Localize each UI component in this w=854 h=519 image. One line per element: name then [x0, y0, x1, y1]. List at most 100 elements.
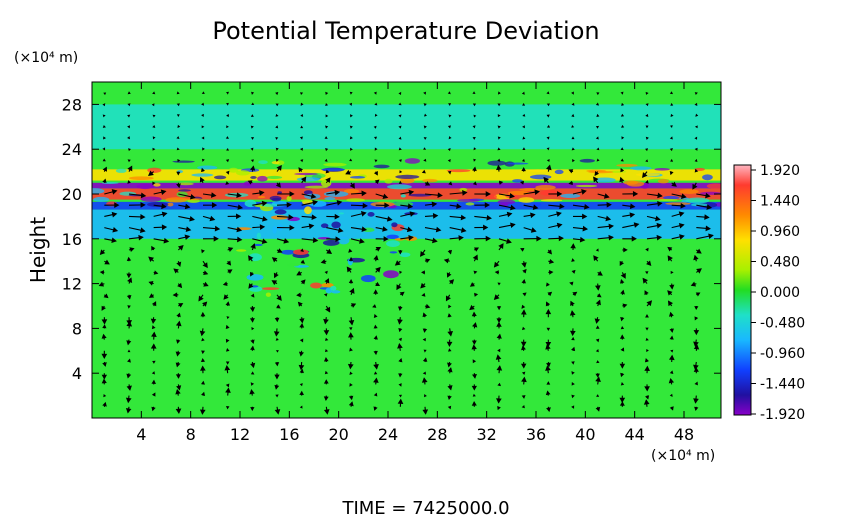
wind-vector-head — [497, 103, 501, 107]
wind-vector-head — [522, 147, 526, 150]
wind-vector-head — [374, 147, 378, 151]
wind-vector-head — [201, 249, 205, 254]
wind-vector-head — [151, 406, 156, 412]
wind-vector-head — [595, 349, 599, 353]
wind-vector-head — [472, 166, 477, 172]
wind-vector-head — [300, 176, 307, 183]
wind-vector-head — [448, 304, 452, 309]
wind-vector-head — [596, 360, 600, 364]
anomaly-blob — [383, 270, 399, 279]
colorbar-ticks: 1.920 1.440 0.960 0.480 0.000 -0.480 -0.960 -1.… — [751, 163, 805, 423]
anomaly-blob — [248, 253, 262, 262]
wind-vector-head — [694, 136, 698, 140]
wind-vector-head — [273, 331, 280, 337]
wind-vector-head — [667, 290, 673, 296]
wind-vector-head — [374, 113, 378, 117]
wind-vector-head — [102, 103, 106, 107]
anomaly-blob — [257, 175, 268, 182]
wind-vector-head — [569, 281, 574, 286]
wind-vector-head — [522, 136, 526, 140]
wind-vector-head — [325, 125, 329, 129]
wind-vector-head — [497, 382, 501, 387]
anomaly-blob — [303, 190, 313, 195]
wind-vector-head — [289, 191, 295, 197]
wind-vector-head — [559, 203, 565, 210]
wind-vector-head — [201, 158, 205, 162]
wind-vector-head — [202, 147, 205, 151]
wind-vector-head — [349, 91, 353, 95]
anomaly-blob — [497, 199, 516, 205]
anomaly-blob — [136, 183, 154, 190]
wind-vector-head — [545, 390, 551, 396]
wind-vector-head — [536, 235, 542, 242]
wind-vector-head — [236, 213, 242, 220]
wind-vector-head — [645, 337, 649, 341]
wind-vector-head — [596, 147, 600, 151]
wind-vector-head — [250, 125, 254, 129]
wind-vector-head — [323, 318, 329, 325]
wind-vector-head — [603, 193, 610, 199]
wind-vector-head — [520, 363, 527, 369]
wind-vector-head — [472, 393, 476, 397]
anomaly-blob — [665, 202, 691, 206]
wind-vector-head — [250, 382, 255, 386]
wind-vector-head — [201, 113, 204, 117]
wind-vector-head — [496, 306, 502, 311]
wind-vector-head — [571, 102, 575, 106]
wind-vector-head — [203, 270, 209, 276]
anomaly-blob — [165, 197, 188, 203]
wind-vector-head — [236, 226, 243, 233]
wind-vector-head — [474, 292, 479, 297]
wind-vector-head — [568, 169, 574, 174]
wind-vector-head — [201, 102, 205, 106]
anomaly-blob — [387, 184, 412, 190]
wind-vector-head — [225, 301, 231, 306]
wind-vector-head — [496, 164, 502, 171]
wind-vector-head — [225, 348, 230, 352]
wind-vector-head — [521, 345, 526, 351]
wind-vector-head — [323, 357, 329, 362]
wind-vector-head — [571, 258, 575, 262]
wind-vector-head — [384, 202, 390, 209]
x-tick-label: 12 — [230, 425, 250, 444]
wind-vector-head — [103, 136, 107, 140]
wind-vector-head — [102, 114, 106, 118]
wind-vector-head — [275, 125, 279, 129]
wind-vector-head — [669, 91, 673, 95]
wind-vector-head — [160, 189, 167, 196]
wind-vector-head — [184, 234, 191, 241]
wind-vector-head — [690, 281, 697, 287]
wind-vector-head — [705, 225, 711, 232]
anomaly-blob — [507, 162, 529, 165]
wind-vector-head — [310, 193, 317, 199]
wind-vector-head — [445, 295, 451, 302]
wind-vector-head — [127, 277, 133, 284]
wind-vector-head — [462, 190, 468, 196]
anomaly-blob — [512, 179, 523, 183]
anomaly-blob — [389, 251, 398, 254]
wind-vector-head — [644, 386, 650, 392]
wind-vector-head — [595, 285, 601, 291]
wind-vector-head — [399, 170, 403, 174]
wind-vector-head — [148, 256, 155, 263]
wind-vector-head — [350, 147, 353, 151]
anomaly-blob — [593, 177, 616, 183]
anomaly-blob — [269, 195, 282, 201]
wind-vector-head — [127, 305, 131, 309]
wind-vector-head — [678, 211, 685, 217]
wind-vector-head — [473, 114, 477, 118]
anomaly-blob — [330, 285, 337, 291]
wind-vector-head — [275, 113, 279, 117]
wind-vector-head — [222, 281, 228, 287]
anomaly-blob — [422, 178, 438, 183]
wind-vector-head — [151, 103, 155, 107]
wind-vector-head — [299, 383, 303, 387]
wind-vector-head — [498, 243, 504, 250]
anomaly-blob — [588, 170, 614, 174]
wind-vector-head — [286, 201, 292, 208]
anomaly-blob — [286, 196, 292, 202]
wind-vector-head — [497, 114, 501, 118]
wind-vector-head — [250, 293, 255, 298]
anomaly-blob — [338, 212, 344, 215]
